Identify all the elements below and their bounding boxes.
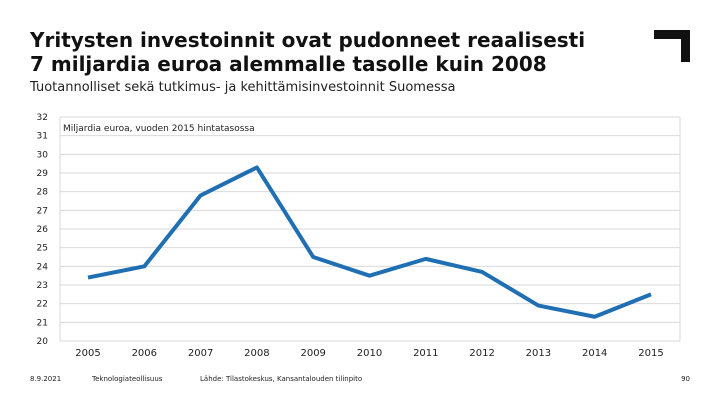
x-tick-label: 2005: [75, 348, 100, 359]
y-tick-label: 21: [37, 318, 48, 328]
footer-organization: Teknologiateollisuus: [92, 375, 163, 383]
footer-source: Lähde: Tilastokeskus, Kansantalouden til…: [200, 375, 363, 383]
unit-annotation: Miljardia euroa, vuoden 2015 hintatasoss…: [63, 124, 255, 134]
page-number: 90: [681, 375, 690, 383]
x-tick-labels: 2005 2006 2007 2008 2009 2010 2011 2012 2013 2014…: [75, 348, 663, 359]
y-tick-label: 28: [37, 188, 49, 198]
y-tick-label: 22: [37, 300, 48, 310]
x-tick-label: 2007: [188, 348, 213, 359]
y-tick-label: 25: [37, 244, 48, 254]
y-tick-label: 31: [37, 132, 48, 142]
title-line-2: 7 miljardia euroa alemmalle tasolle kuin…: [30, 52, 547, 76]
logo-bracket-shape: [654, 30, 690, 62]
corner-bracket-logo-icon: [654, 30, 690, 62]
x-tick-label: 2011: [413, 348, 438, 359]
footer-date: 8.9.2021: [30, 375, 62, 383]
y-tick-label: 23: [37, 281, 48, 291]
x-tick-label: 2012: [469, 348, 494, 359]
y-tick-label: 26: [37, 225, 49, 235]
title-line-1: Yritysten investoinnit ovat pudonneet re…: [30, 28, 586, 52]
x-tick-label: 2014: [582, 348, 607, 359]
y-tick-label: 30: [37, 150, 49, 160]
y-tick-label: 24: [37, 262, 49, 272]
y-tick-labels: 20 21 22 23 24 25 26 27 28 29 30 31 32: [37, 113, 49, 347]
y-tick-label: 32: [37, 113, 48, 123]
x-tick-label: 2015: [638, 348, 663, 359]
x-tick-label: 2008: [244, 348, 269, 359]
series-layer: [87, 165, 652, 319]
y-tick-label: 27: [37, 206, 48, 216]
x-tick-label: 2006: [132, 348, 157, 359]
grid-layer: [59, 116, 681, 342]
slide-title: Yritysten investoinnit ovat pudonneet re…: [30, 28, 630, 76]
y-tick-label: 29: [37, 169, 49, 179]
y-tick-label: 20: [37, 337, 49, 347]
slide-subtitle: Tuotannolliset sekä tutkimus- ja kehittä…: [30, 80, 456, 95]
series-line-0: [87, 165, 652, 319]
x-tick-label: 2013: [526, 348, 551, 359]
x-tick-label: 2010: [357, 348, 382, 359]
x-tick-label: 2009: [300, 348, 325, 359]
